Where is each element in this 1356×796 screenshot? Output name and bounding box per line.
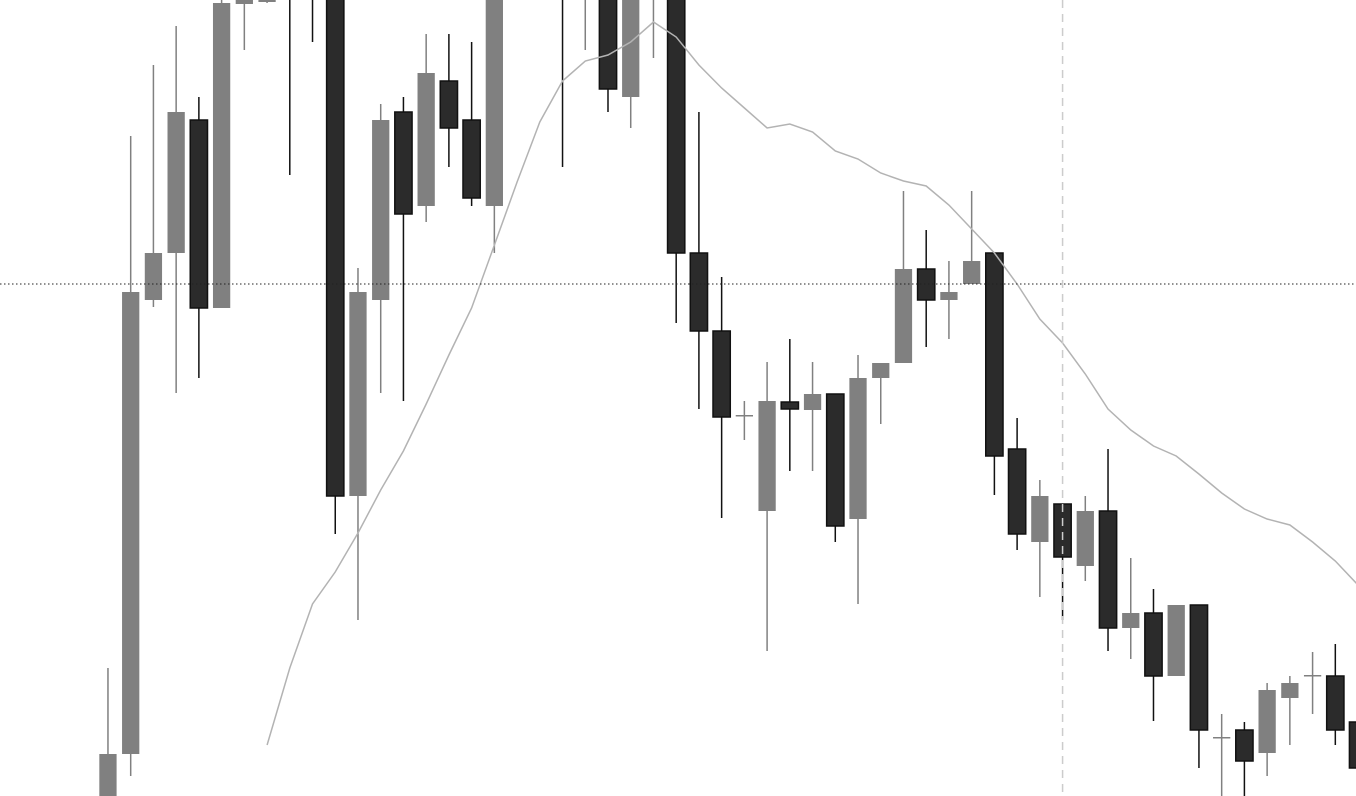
candle-body [780, 401, 800, 410]
candle-body [417, 73, 435, 206]
candle-body [349, 292, 367, 496]
candle-body [189, 119, 209, 309]
candle-body [963, 261, 981, 284]
candle-body [439, 80, 459, 129]
candle-body [849, 378, 867, 519]
moving-average-line [266, 21, 1356, 746]
candle-body [1076, 511, 1094, 566]
candle-body [1122, 613, 1140, 628]
candle-body [1325, 675, 1345, 731]
candle-body [1258, 690, 1276, 753]
candle-body [1189, 604, 1209, 731]
candle-body [394, 111, 413, 215]
candle-body [712, 330, 732, 418]
candle-body [372, 120, 390, 300]
candle-body [212, 3, 231, 308]
candle-body [122, 292, 140, 754]
candle-body [894, 269, 913, 363]
candle-body [984, 252, 1004, 457]
candle-body [1007, 448, 1027, 535]
candle-body [666, 0, 686, 254]
candle-body [325, 0, 345, 497]
candle-body [872, 363, 890, 378]
candle-body [235, 0, 253, 4]
candle-body [167, 112, 185, 253]
candle-body [735, 415, 754, 417]
candle-body [1235, 729, 1254, 762]
candle-body [1144, 612, 1163, 677]
candle-body [758, 401, 776, 511]
candle-body [825, 393, 845, 527]
candle-body [622, 0, 640, 97]
candle-body [1098, 510, 1118, 629]
candle-body [1303, 675, 1322, 677]
candle-body [803, 394, 822, 410]
candle-body [485, 0, 503, 206]
candle-body [1213, 737, 1231, 739]
candle-body [689, 252, 709, 332]
candle-body [99, 754, 117, 796]
candle-body [258, 0, 276, 2]
candle-body [916, 268, 936, 301]
candle-body [1167, 605, 1185, 676]
candle-body [598, 0, 618, 90]
candle-body [940, 292, 958, 300]
candle-body [144, 253, 163, 300]
candle-body [1348, 721, 1356, 769]
candle-body [1281, 683, 1299, 698]
candle-body [462, 119, 482, 199]
candle-body [1031, 496, 1049, 542]
